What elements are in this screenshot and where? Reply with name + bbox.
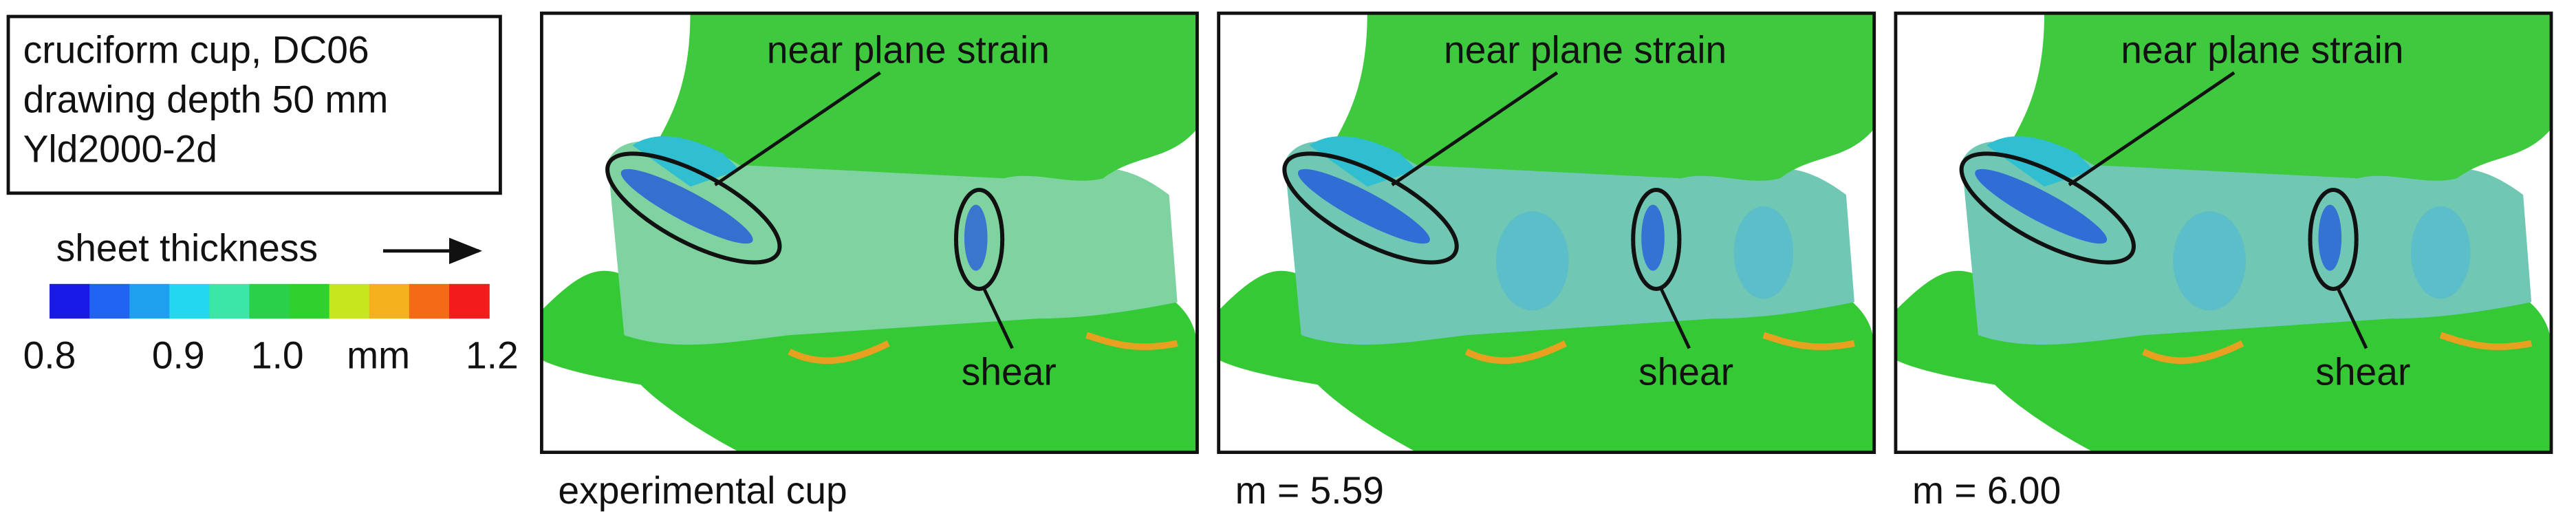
color-swatch <box>369 283 410 319</box>
annotation-ellipse <box>1282 151 1459 265</box>
colorbar-label: sheet thickness <box>56 226 318 269</box>
color-swatch <box>89 283 130 319</box>
upper-body <box>1334 13 1874 181</box>
wall-patch <box>1495 211 1569 311</box>
color-swatch <box>249 283 290 319</box>
flange-edge <box>788 332 1178 365</box>
panel-frame <box>1217 11 1876 454</box>
colorbar-tick: mm <box>347 334 410 376</box>
colorbar-tick: 0.8 <box>23 334 76 376</box>
annotation-ellipse <box>2308 188 2359 291</box>
thin-spot <box>1641 204 1665 271</box>
panel: near plane strain shear m = 5.59 <box>1217 11 1876 512</box>
corner-top <box>632 136 740 187</box>
cup-rendering <box>1218 13 1874 453</box>
leader-line <box>2068 71 2236 186</box>
wall <box>1961 141 2532 345</box>
leader-line <box>2337 288 2368 349</box>
flange-edge <box>1464 332 1855 365</box>
panel-caption: m = 5.59 <box>1235 469 1384 512</box>
annotation: shear <box>1638 350 1733 393</box>
upper-body <box>657 13 1198 181</box>
color-swatch <box>209 283 250 319</box>
info-line: drawing depth 50 mm <box>23 78 389 120</box>
color-swatch <box>409 283 450 319</box>
leader-line <box>982 288 1014 349</box>
info-box <box>6 14 502 195</box>
cup-rendering <box>1895 13 2551 453</box>
thin-spot <box>1298 169 1430 244</box>
info-line: Yld2000-2d <box>23 127 217 170</box>
wall-patch <box>2410 206 2471 299</box>
wall-patch <box>2173 211 2246 311</box>
wall <box>607 141 1178 345</box>
panel-caption: experimental cup <box>558 469 847 512</box>
annotation-ellipse <box>953 188 1005 291</box>
color-swatch <box>50 283 90 319</box>
wall <box>1284 141 1854 345</box>
leader-line <box>714 71 881 186</box>
thin-spot <box>964 204 988 271</box>
flange-edge <box>2141 332 2533 365</box>
thin-spot <box>620 169 753 244</box>
annotation: shear <box>2315 350 2410 393</box>
thin-spot <box>2318 204 2342 271</box>
wall-patch <box>1733 206 1794 299</box>
info-line: cruciform cup, DC06 <box>23 28 369 71</box>
thin-spot <box>1975 169 2108 244</box>
leader-line <box>1391 71 1559 186</box>
colorbar-tick: 1.0 <box>251 334 304 376</box>
color-swatch <box>329 283 370 319</box>
panel-frame <box>1894 11 2553 454</box>
panel-frame <box>540 11 1199 454</box>
cup-rendering <box>541 13 1198 453</box>
annotation: shear <box>962 350 1057 393</box>
colorbar-tick: 0.9 <box>152 334 205 376</box>
annotation: near plane strain <box>2121 28 2403 71</box>
panel: near plane strain shear m = 6.00 <box>1894 11 2553 512</box>
panel-caption: m = 6.00 <box>1912 469 2061 512</box>
panel: near plane strain shear experimental cup <box>540 11 1199 512</box>
annotation-ellipse <box>605 151 782 265</box>
color-swatch <box>289 283 330 319</box>
color-swatch <box>129 283 171 319</box>
upper-body <box>2011 13 2551 181</box>
color-swatch <box>448 283 490 319</box>
colorbar-tick: 1.2 <box>466 334 519 376</box>
leader-line <box>1659 288 1691 349</box>
annotation: near plane strain <box>1444 28 1727 71</box>
colorbar <box>50 283 490 319</box>
corner-top <box>1986 136 2095 187</box>
annotation-ellipse <box>1631 188 1682 291</box>
color-swatch <box>169 283 210 319</box>
annotation: near plane strain <box>767 28 1050 71</box>
corner-top <box>1309 136 1417 187</box>
annotation-ellipse <box>1959 151 2136 265</box>
